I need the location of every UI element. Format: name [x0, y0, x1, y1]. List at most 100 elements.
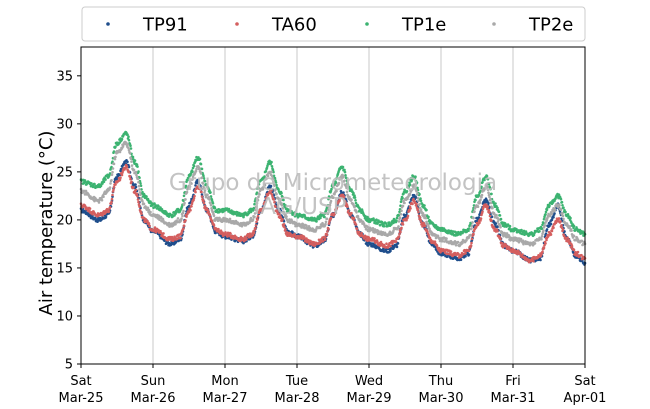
data-point: [138, 188, 141, 191]
data-point: [499, 217, 503, 221]
data-point: [398, 210, 401, 214]
data-point: [533, 242, 537, 245]
data-point: [132, 186, 135, 189]
data-point: [200, 190, 203, 194]
data-point: [366, 225, 369, 229]
data-point: [254, 227, 257, 230]
x-tick-day-label: Mon: [211, 374, 238, 389]
data-point: [445, 237, 448, 240]
data-point: [449, 250, 453, 253]
data-point: [446, 231, 450, 235]
data-point: [179, 236, 182, 240]
data-point: [464, 254, 467, 258]
data-point: [148, 224, 151, 228]
data-point: [273, 176, 277, 180]
data-point: [130, 160, 133, 163]
data-point: [184, 198, 187, 201]
data-point: [418, 216, 422, 219]
data-point: [464, 251, 467, 255]
data-point: [379, 240, 383, 244]
data-point: [284, 204, 287, 207]
data-point: [141, 190, 144, 194]
data-point: [202, 174, 205, 178]
data-point: [338, 197, 342, 200]
data-point: [104, 215, 108, 219]
data-point: [324, 236, 327, 239]
data-point: [334, 181, 338, 184]
data-point: [576, 250, 580, 254]
data-point: [341, 165, 345, 169]
data-point: [492, 226, 496, 229]
data-point: [209, 203, 213, 207]
data-point: [280, 191, 283, 195]
data-point: [270, 193, 274, 196]
legend-marker-tp91: [106, 22, 110, 26]
data-point: [323, 238, 327, 242]
data-point: [356, 215, 360, 218]
watermark-line-1: Grupo de Micrometeorologia: [169, 170, 497, 196]
data-point: [560, 200, 564, 204]
data-point: [469, 244, 473, 247]
x-tick-date-label: Mar-29: [347, 391, 392, 406]
data-point: [553, 208, 557, 212]
data-point: [354, 223, 358, 226]
data-point: [560, 217, 563, 220]
data-point: [112, 150, 116, 153]
data-point: [570, 229, 573, 232]
data-point: [580, 253, 583, 257]
data-point: [550, 218, 554, 221]
data-point: [197, 185, 200, 188]
data-point: [183, 201, 186, 205]
data-point: [227, 207, 231, 211]
data-point: [208, 198, 211, 201]
x-gridlines: [152, 47, 514, 364]
x-tick-date-label: Mar-26: [131, 391, 176, 406]
data-point: [263, 175, 266, 178]
data-point: [396, 242, 400, 245]
data-point: [112, 162, 116, 166]
data-point: [425, 208, 428, 212]
data-point: [264, 200, 267, 204]
data-point: [478, 201, 482, 204]
data-point: [403, 201, 406, 205]
data-point: [532, 259, 535, 263]
legend: TP91 TA60 TP1e TP2e: [81, 6, 586, 42]
data-point: [470, 227, 473, 230]
data-point: [352, 191, 355, 195]
data-point: [542, 246, 546, 250]
data-point: [271, 168, 275, 172]
data-point: [563, 230, 566, 233]
data-point: [149, 210, 152, 214]
data-point: [417, 210, 420, 214]
data-point: [414, 175, 417, 178]
data-point: [569, 216, 572, 220]
data-point: [412, 197, 415, 201]
data-point: [391, 242, 394, 245]
data-point: [102, 195, 105, 199]
data-point: [480, 185, 483, 189]
data-point: [393, 218, 396, 221]
data-point: [419, 197, 422, 200]
data-point: [228, 234, 231, 238]
data-point: [256, 214, 260, 218]
data-point: [134, 188, 138, 192]
data-point: [550, 229, 554, 233]
y-tick-label: 25: [56, 165, 73, 180]
data-point: [202, 201, 206, 205]
data-point: [129, 147, 133, 150]
data-point: [197, 156, 200, 159]
data-point: [256, 218, 259, 221]
data-point: [133, 159, 137, 162]
data-point: [112, 188, 115, 192]
data-point: [488, 214, 492, 218]
data-point: [388, 221, 391, 224]
data-point: [478, 221, 481, 225]
data-point: [433, 240, 437, 243]
data-point: [321, 240, 325, 243]
data-point: [264, 170, 268, 173]
data-point: [135, 192, 139, 196]
data-point: [199, 187, 202, 190]
data-point: [107, 210, 111, 213]
data-point: [335, 206, 339, 209]
